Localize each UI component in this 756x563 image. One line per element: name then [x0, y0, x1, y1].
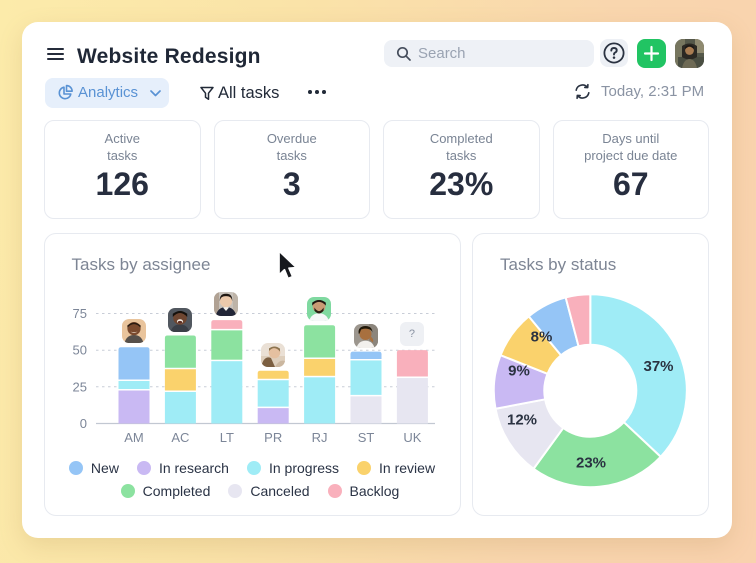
svg-text:8%: 8% — [531, 329, 553, 346]
svg-text:23%: 23% — [576, 455, 606, 472]
svg-text:12%: 12% — [507, 412, 537, 429]
svg-text:0: 0 — [79, 416, 86, 431]
svg-text:25: 25 — [72, 379, 86, 394]
svg-text:LT: LT — [219, 430, 233, 445]
svg-text:PR: PR — [264, 430, 282, 445]
svg-text:ST: ST — [357, 430, 374, 445]
svg-text:RJ: RJ — [311, 430, 327, 445]
svg-text:50: 50 — [72, 343, 86, 358]
svg-text:37%: 37% — [643, 358, 673, 375]
svg-text:9%: 9% — [508, 363, 530, 380]
svg-text:AM: AM — [124, 430, 144, 445]
svg-text:UK: UK — [403, 430, 421, 445]
svg-text:75: 75 — [72, 306, 86, 321]
svg-text:AC: AC — [171, 430, 189, 445]
